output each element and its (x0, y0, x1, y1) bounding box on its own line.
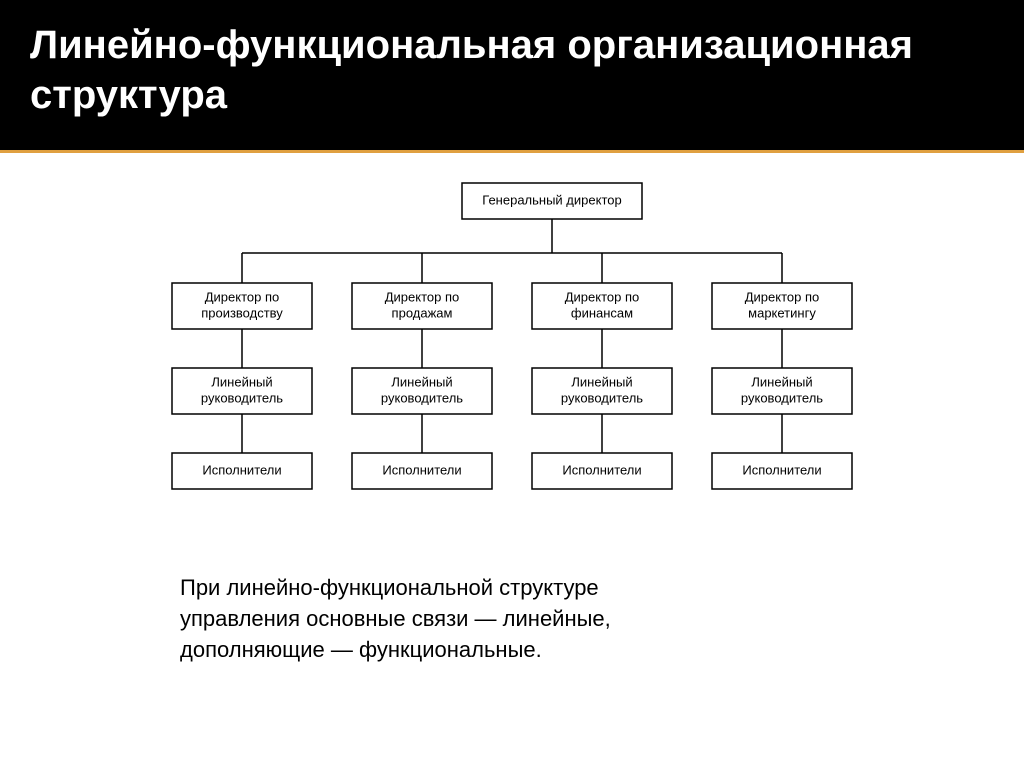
org-node-label: Директор по (385, 289, 460, 304)
org-node-label: Линейный (571, 374, 632, 389)
svg-container: Генеральный директорДиректор попроизводс… (30, 173, 994, 513)
org-node-label: Линейный (391, 374, 452, 389)
org-node-label: руководитель (381, 390, 463, 405)
org-chart-svg: Генеральный директорДиректор попроизводс… (72, 173, 952, 513)
org-node-label: Директор по (205, 289, 280, 304)
org-node-label: финансам (571, 305, 633, 320)
org-node-label: Директор по (565, 289, 640, 304)
org-node-label: Линейный (751, 374, 812, 389)
org-node-label: Директор по (745, 289, 820, 304)
org-node-label: Исполнители (382, 462, 461, 477)
description-line1: При линейно-функциональной структуре (180, 573, 994, 604)
org-node-label: Генеральный директор (482, 192, 621, 207)
org-node-label: Исполнители (562, 462, 641, 477)
org-node-label: руководитель (741, 390, 823, 405)
description-line2: управления основные связи — линейные, (180, 604, 994, 635)
page-title: Линейно-функциональная организационная с… (30, 20, 994, 120)
org-node-label: Исполнители (742, 462, 821, 477)
org-node-label: руководитель (561, 390, 643, 405)
org-node-label: продажам (392, 305, 453, 320)
description-block: При линейно-функциональной структуре упр… (0, 523, 1024, 695)
org-node-label: производству (201, 305, 283, 320)
org-node-label: Линейный (211, 374, 272, 389)
org-chart-area: Генеральный директорДиректор попроизводс… (0, 153, 1024, 523)
org-node-label: маркетингу (748, 305, 816, 320)
description-line3: дополняющие — функциональные. (180, 635, 994, 666)
header-bar: Линейно-функциональная организационная с… (0, 0, 1024, 153)
org-node-label: руководитель (201, 390, 283, 405)
org-node-label: Исполнители (202, 462, 281, 477)
